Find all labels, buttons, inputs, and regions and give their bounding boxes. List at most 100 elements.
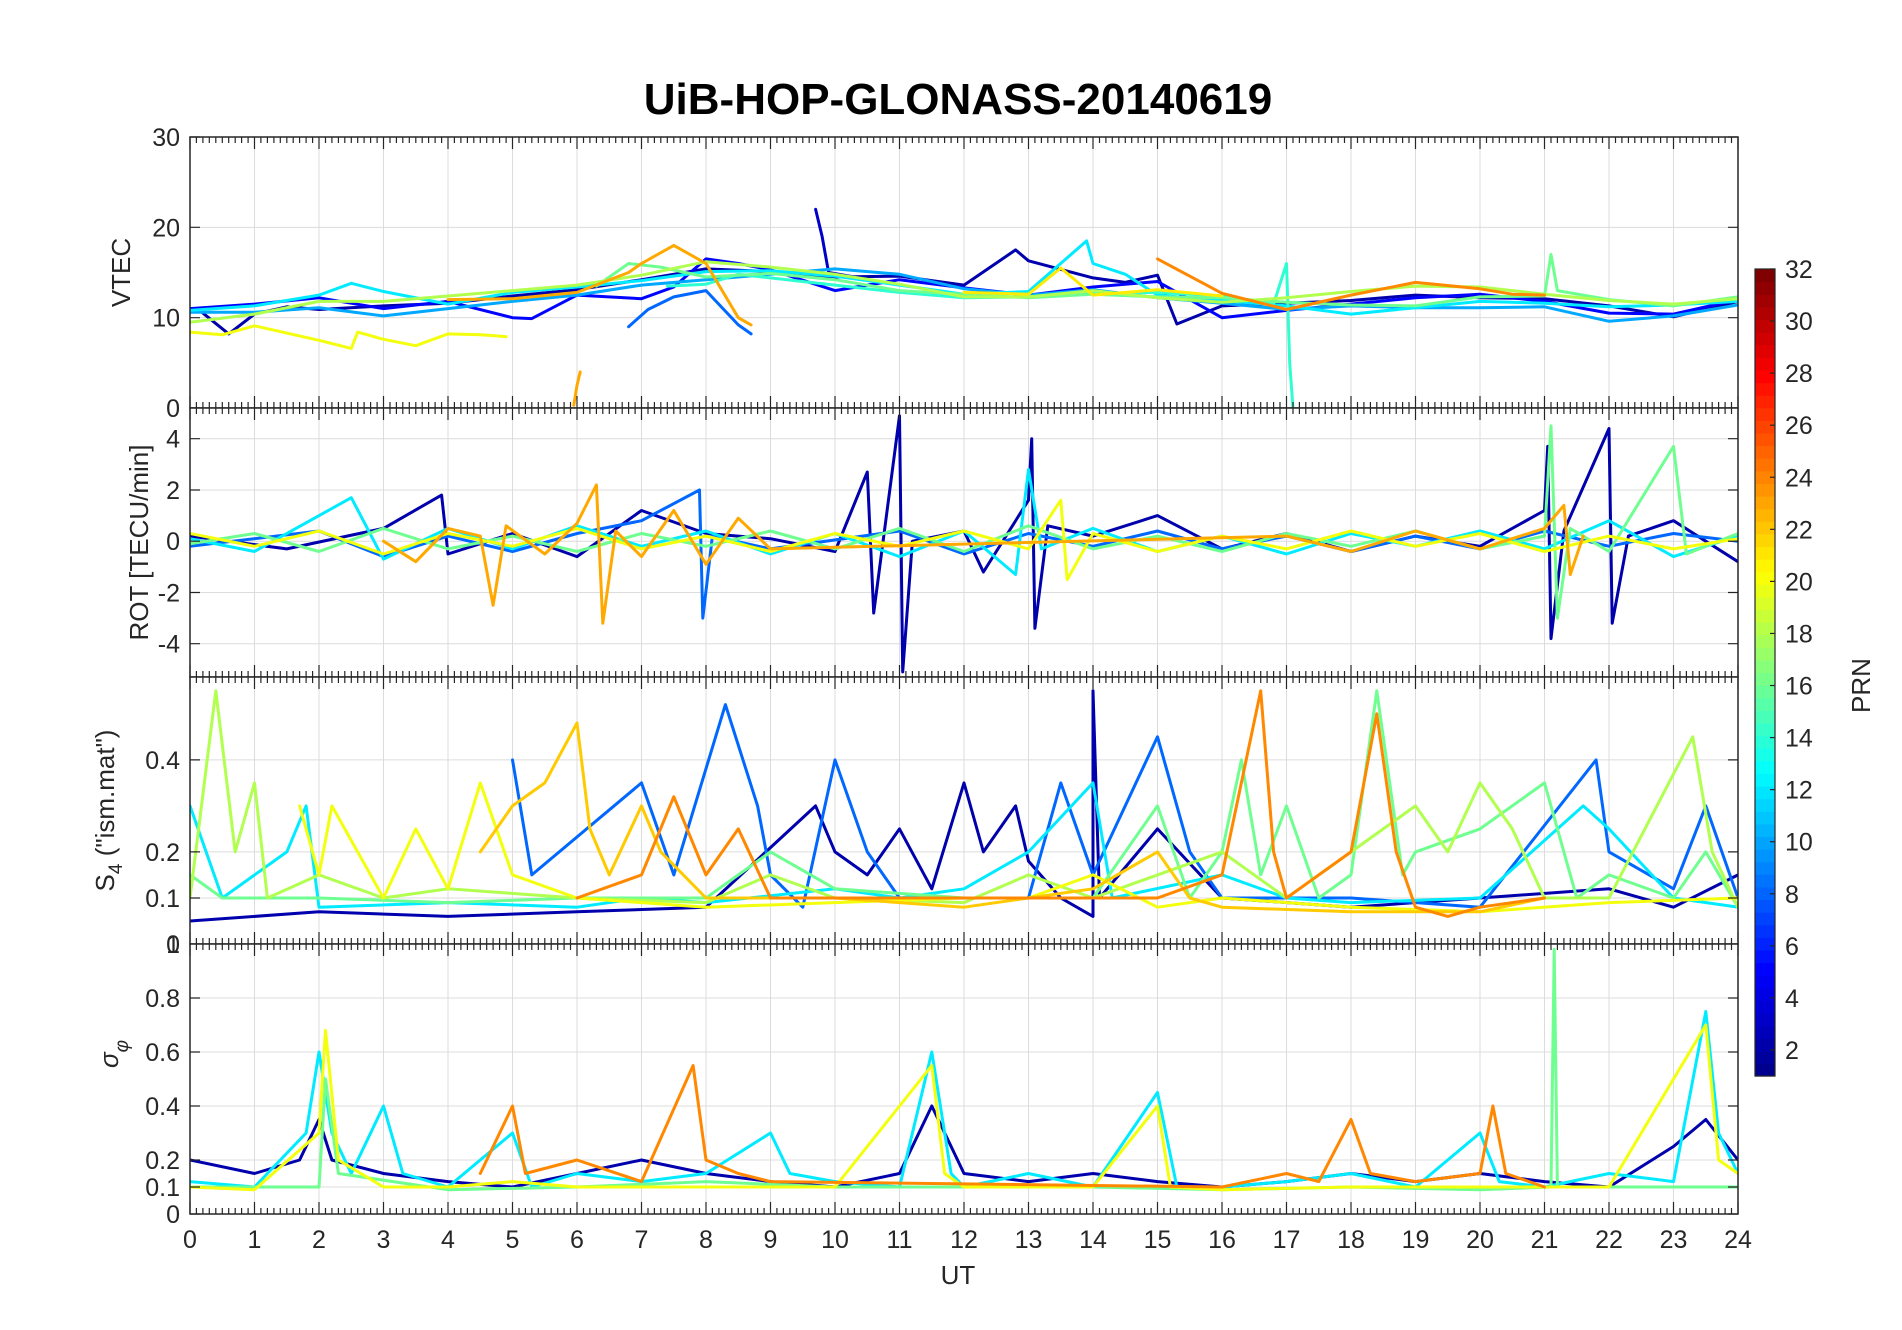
colorbar-segment (1755, 1050, 1775, 1064)
colorbar-segment (1755, 1063, 1775, 1077)
series-prn-8 (511, 703, 1738, 909)
x-tick-label: 22 (1595, 1226, 1623, 1254)
y-tick-label: -4 (158, 631, 180, 659)
y-tick-label: 0.4 (145, 1093, 180, 1121)
colorbar-tick-label: 10 (1785, 829, 1813, 857)
colorbar-tick-label: 16 (1785, 673, 1813, 701)
series-group (190, 207, 1738, 408)
x-tick-label: 14 (1079, 1226, 1107, 1254)
colorbar-tick-label: 14 (1785, 725, 1813, 753)
colorbar-segment (1755, 975, 1775, 989)
y-axis-label: VTEC (106, 238, 136, 307)
colorbar-segment (1755, 420, 1775, 434)
x-tick-label: 3 (377, 1226, 391, 1254)
colorbar-tick-label: 26 (1785, 412, 1813, 440)
y-tick-label: 0.8 (145, 985, 180, 1013)
colorbar-segment (1755, 1038, 1775, 1052)
y-tick-label: 0.1 (145, 885, 180, 913)
colorbar-segment (1755, 1025, 1775, 1039)
series-prn-23 (446, 243, 753, 327)
series-prn-10 (190, 267, 1738, 323)
y-axis-label: σφ (94, 1040, 133, 1068)
y-tick-label: -2 (158, 579, 180, 607)
colorbar-segment (1755, 432, 1775, 447)
x-tick-label: 23 (1660, 1226, 1688, 1254)
series-prn-16 (594, 252, 1738, 308)
x-tick-label: 4 (441, 1226, 455, 1254)
x-tick-label: 8 (699, 1226, 713, 1254)
colorbar-segment (1755, 395, 1775, 409)
y-tick-label: 0 (166, 528, 180, 556)
colorbar-segment (1755, 306, 1775, 321)
series-group (190, 947, 1738, 1192)
y-tick-label: 0.6 (145, 1039, 180, 1067)
y-tick-label: 0.4 (145, 747, 180, 775)
series-prn-18 (190, 260, 1738, 324)
series-prn-18 (190, 689, 1738, 909)
colorbar-segment (1755, 672, 1775, 686)
colorbar-tick-label: 18 (1785, 620, 1813, 648)
x-tick-label: 19 (1402, 1226, 1430, 1254)
colorbar-segment (1755, 937, 1775, 951)
colorbar-segment (1755, 785, 1775, 800)
colorbar-segment (1755, 874, 1775, 888)
x-tick-label: 11 (887, 1226, 913, 1254)
x-tick-label: 9 (764, 1226, 778, 1254)
x-tick-label: 1 (248, 1226, 262, 1254)
series-prn-20 (190, 1023, 1738, 1192)
y-axis-label: S4 ("ism.mat") (90, 730, 127, 892)
colorbar-segment (1755, 495, 1775, 510)
series-prn-24 (478, 1064, 1546, 1189)
series-prn-8 (627, 289, 753, 336)
colorbar-tick-label: 2 (1785, 1037, 1799, 1065)
series-prn-20 (190, 498, 1738, 582)
colorbar-segment (1755, 571, 1775, 585)
colorbar-segment (1755, 987, 1775, 1001)
series-group (190, 689, 1738, 923)
y-tick-label: 1 (166, 931, 180, 959)
colorbar-segment (1755, 470, 1775, 484)
colorbar-segment (1755, 760, 1775, 774)
series-prn-12 (190, 781, 1738, 909)
colorbar-tick-label: 22 (1785, 516, 1813, 544)
colorbar-segment (1755, 407, 1775, 421)
y-tick-label: 4 (166, 426, 180, 454)
x-tick-label: 16 (1208, 1226, 1236, 1254)
colorbar-segment (1755, 773, 1775, 787)
colorbar-segment (1755, 369, 1775, 384)
colorbar-segment (1755, 659, 1775, 674)
colorbar-segment (1755, 949, 1775, 964)
colorbar-segment (1755, 886, 1775, 901)
colorbar-segment (1755, 622, 1775, 636)
colorbar-segment (1755, 445, 1775, 459)
colorbar-segment (1755, 609, 1775, 623)
colorbar-segment (1755, 596, 1775, 611)
colorbar-segment (1755, 546, 1775, 560)
colorbar-segment (1755, 382, 1775, 396)
colorbar-segment (1755, 861, 1775, 875)
y-tick-label: 2 (166, 477, 180, 505)
series-prn-2 (190, 1104, 1738, 1189)
x-tick-label: 18 (1337, 1226, 1365, 1254)
x-tick-label: 24 (1724, 1226, 1752, 1254)
series-prn-12 (190, 1010, 1738, 1189)
y-tick-label: 0 (166, 395, 180, 423)
colorbar-segment (1755, 912, 1775, 926)
colorbar-tick-label: 20 (1785, 568, 1813, 596)
x-tick-label: 17 (1273, 1226, 1301, 1254)
colorbar-segment (1755, 962, 1775, 976)
x-axis-label: UT (941, 1260, 976, 1290)
colorbar-segment (1755, 823, 1775, 838)
panel-vtec: 0 10 20 30 VTEC (106, 124, 1739, 423)
colorbar-segment (1755, 1000, 1775, 1014)
colorbar-segment (1755, 344, 1775, 358)
chart-title: UiB-HOP-GLONASS-20140619 (644, 75, 1272, 124)
colorbar-segment (1755, 319, 1775, 333)
series-prn-24 (1156, 257, 1546, 311)
colorbar-tick-label: 28 (1785, 360, 1813, 388)
colorbar-segment (1755, 899, 1775, 913)
colorbar-segment (1755, 697, 1775, 711)
